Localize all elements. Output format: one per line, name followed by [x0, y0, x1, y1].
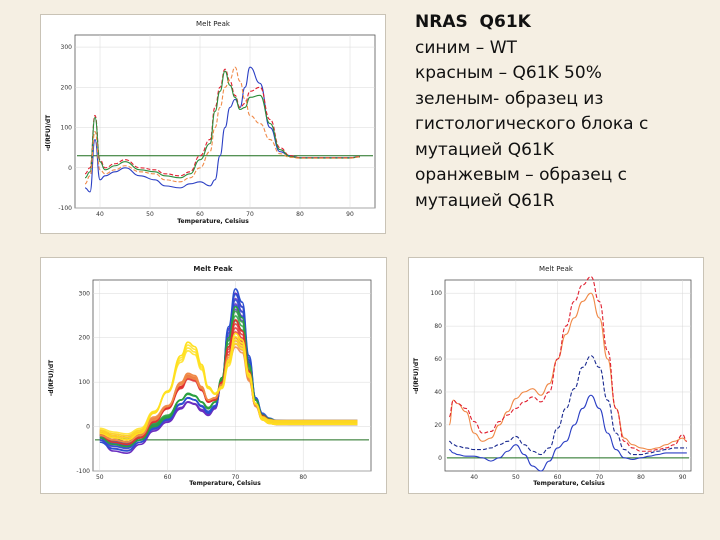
y-tick-label: 0: [438, 455, 442, 462]
y-tick-label: 100: [431, 290, 443, 297]
chart-1-xlabel: Temperature, Celsius: [177, 218, 249, 225]
x-tick-label: 50: [96, 474, 104, 481]
x-tick-label: 80: [299, 474, 307, 481]
chart-3-xlabel: Temperature, Celsius: [533, 480, 605, 487]
melt-peak-chart-1: 40 50 60 70 80 90 -100 0 100 200 300 Melt Peak Tem…: [40, 14, 386, 234]
x-tick-label: 60: [164, 474, 172, 481]
y-tick-label: -100: [58, 205, 72, 212]
legend-line-orange: оранжевым – образец с: [415, 165, 627, 185]
melt-peak-chart-2-svg: 50 60 70 80 -100 0 100 200 300 Melt Peak Tempera…: [48, 265, 372, 487]
series-line-5-copy-3: [99, 342, 358, 435]
y-tick-label: 100: [79, 379, 91, 386]
melt-peak-chart-3-svg: 40 50 60 70 80 90 0 20 40 60 80 100 Melt Peak Tempe…: [413, 265, 692, 487]
y-tick-label: 200: [79, 335, 91, 342]
series-line-0: [449, 394, 687, 472]
series-line-0: [84, 66, 361, 193]
plot-frame: [74, 34, 376, 209]
legend-line-green: зеленым- образец из: [415, 88, 604, 109]
x-tick-label: 90: [346, 211, 354, 218]
melt-peak-chart-3: 40 50 60 70 80 90 0 20 40 60 80 100 Melt Peak Tempe…: [408, 257, 704, 494]
x-tick-label: 60: [196, 211, 204, 218]
legend-line-wt: синим – WT: [415, 37, 517, 58]
legend-title: NRAS Q61K: [415, 12, 531, 32]
series-line-2: [84, 70, 361, 179]
legend-text: NRAS Q61K синим – WT красным – Q61K 50% …: [415, 10, 715, 214]
chart-3-grid: 40 50 60 70 80 90 0 20 40 60 80 100: [431, 279, 692, 481]
chart-3-title: Melt Peak: [539, 265, 574, 273]
x-tick-label: 40: [470, 474, 478, 481]
series-line-3: [84, 66, 361, 185]
series-line-2: [448, 292, 687, 451]
y-tick-label: 60: [434, 356, 442, 363]
x-tick-label: 50: [512, 474, 520, 481]
x-tick-label: 70: [246, 211, 254, 218]
y-tick-label: -100: [76, 468, 90, 475]
melt-peak-chart-2: 50 60 70 80 -100 0 100 200 300 Melt Peak Tempera…: [40, 257, 387, 494]
chart-3-ylabel: -d(RFU)/dT: [413, 357, 420, 394]
x-tick-label: 40: [96, 211, 104, 218]
series-line-1: [84, 68, 361, 177]
melt-peak-chart-1-svg: 40 50 60 70 80 90 -100 0 100 200 300 Melt Peak Tem…: [45, 20, 376, 225]
legend-line-mutation: мутацией Q61K: [415, 139, 554, 160]
chart-1-title: Melt Peak: [196, 20, 231, 28]
series-line-1-copy-1: [99, 293, 358, 450]
y-tick-label: 300: [61, 44, 73, 51]
x-tick-label: 60: [554, 474, 562, 481]
chart-2-title: Melt Peak: [193, 265, 232, 273]
x-tick-label: 70: [595, 474, 603, 481]
series-line-0-copy-2: [99, 303, 358, 449]
chart-2-ylabel: -d(RFU)/dT: [48, 359, 55, 396]
y-tick-label: 0: [68, 165, 72, 172]
y-tick-label: 80: [434, 323, 442, 330]
y-tick-label: 200: [61, 84, 73, 91]
x-tick-label: 50: [146, 211, 154, 218]
legend-line-q61r: мутацией Q61R: [415, 190, 555, 211]
plot-frame: [444, 279, 692, 472]
chart-2-grid: 50 60 70 80 -100 0 100 200 300: [76, 279, 372, 481]
y-tick-label: 300: [79, 290, 91, 297]
x-tick-label: 90: [679, 474, 687, 481]
series-line-3: [448, 276, 688, 452]
series-line-2: [99, 305, 358, 448]
chart-1-ylabel: -d(RFU)/dT: [45, 114, 52, 151]
chart-1-grid: 40 50 60 70 80 90 -100 0 100 200 300: [58, 34, 376, 218]
y-tick-label: 20: [434, 422, 442, 429]
series-line-1: [449, 355, 687, 456]
legend-line-block: гистологического блока с: [415, 114, 649, 134]
x-tick-label: 70: [232, 474, 240, 481]
y-tick-label: 100: [61, 125, 73, 132]
chart-2-xlabel: Temperature, Celsius: [189, 480, 261, 487]
y-tick-label: 40: [434, 389, 442, 396]
x-tick-label: 80: [637, 474, 645, 481]
x-tick-label: 80: [296, 211, 304, 218]
legend-line-q61k: красным – Q61K 50%: [415, 63, 602, 83]
y-tick-label: 0: [86, 424, 90, 431]
